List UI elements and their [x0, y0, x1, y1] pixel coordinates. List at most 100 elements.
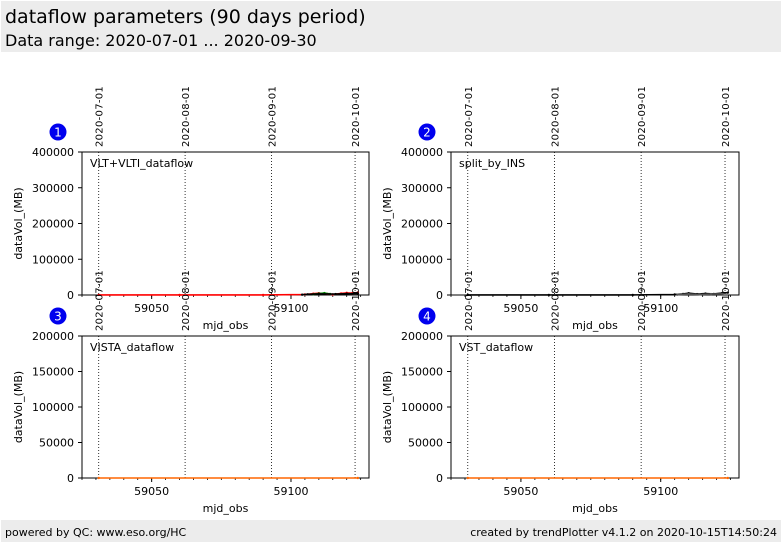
data-point [726, 291, 730, 294]
x-tick-label: 59050 [503, 302, 538, 315]
data-point [300, 293, 304, 296]
panel-label: VLT+VLTI_dataflow [90, 157, 193, 170]
data-point [676, 293, 679, 296]
date-marker-label: 2020-08-01 [550, 270, 561, 331]
panel-1: 2020-07-01 2020-08-01 2020-09-01 2020-10-01… [12, 86, 370, 332]
x-axis-label: mjd_obs [203, 319, 249, 332]
data-point [466, 476, 469, 480]
date-marker-label: 2020-10-01 [351, 86, 362, 147]
panel-number-text: 3 [54, 310, 62, 324]
data-point [97, 293, 100, 297]
date-marker-label: 2020-09-01 [637, 270, 648, 331]
date-marker-label: 2020-08-01 [181, 270, 192, 331]
x-tick-label: 59050 [134, 302, 169, 315]
x-tick-label: 59100 [273, 302, 308, 315]
data-point [726, 476, 730, 480]
panel-number-badge [418, 123, 436, 141]
data-point [721, 292, 724, 296]
plot-frame [81, 335, 370, 479]
y-tick-label: 400000 [32, 146, 74, 159]
y-tick-label: 50000 [39, 437, 74, 450]
data-point [356, 292, 360, 295]
x-axis-label: mjd_obs [203, 502, 249, 515]
data-point [356, 476, 360, 480]
y-tick-label: 400000 [401, 146, 443, 159]
panel-label: split_by_INS [459, 157, 525, 170]
x-axis-label: mjd_obs [572, 319, 618, 332]
data-point [709, 292, 713, 296]
plot-frame [450, 335, 740, 479]
panel-3: 2020-07-01 2020-08-01 2020-09-01 2020-10-01… [12, 270, 370, 515]
y-axis-label: dataVol_(MB) [381, 371, 394, 443]
y-tick-label: 100000 [32, 253, 74, 266]
panel-number-text: 2 [423, 126, 431, 140]
y-tick-label: 200000 [32, 218, 74, 231]
footer-powered-by: powered by QC: www.eso.org/HC [5, 526, 187, 539]
y-axis-label: dataVol_(MB) [381, 187, 394, 259]
x-tick-label: 59100 [643, 485, 678, 498]
date-marker-label: 2020-07-01 [464, 270, 475, 331]
data-point [466, 293, 469, 297]
data-point [345, 292, 348, 295]
data-point [673, 293, 676, 296]
y-tick-label: 50000 [408, 437, 443, 450]
y-axis-label: dataVol_(MB) [12, 371, 25, 443]
data-point [631, 293, 634, 297]
panel-number-text: 4 [423, 310, 431, 324]
y-tick-label: 100000 [401, 253, 443, 266]
y-tick-label: 200000 [32, 330, 74, 343]
date-marker-label: 2020-07-01 [95, 86, 106, 147]
y-tick-label: 0 [67, 289, 74, 302]
x-axis-label: mjd_obs [572, 502, 618, 515]
data-point [97, 476, 100, 480]
y-tick-label: 150000 [401, 366, 443, 379]
date-marker-label: 2020-07-01 [464, 86, 475, 147]
y-tick-label: 0 [67, 472, 74, 485]
x-tick-label: 59050 [134, 485, 169, 498]
y-tick-label: 0 [436, 289, 443, 302]
panel-2: 2020-07-01 2020-08-01 2020-09-01 2020-10-01… [381, 86, 740, 332]
data-point [317, 292, 321, 296]
date-marker-label: 2020-09-01 [637, 86, 648, 147]
date-marker-label: 2020-09-01 [267, 86, 278, 147]
x-tick-label: 59100 [273, 485, 308, 498]
panel-number-badge [418, 307, 436, 325]
y-tick-label: 150000 [32, 366, 74, 379]
panel-number-text: 1 [54, 126, 62, 140]
date-marker-label: 2020-10-01 [721, 86, 732, 147]
panel-label: VISTA_dataflow [90, 341, 174, 354]
y-tick-label: 200000 [401, 218, 443, 231]
y-tick-label: 100000 [32, 401, 74, 414]
plot-frame [450, 151, 740, 296]
date-marker-label: 2020-10-01 [351, 270, 362, 331]
report-header: dataflow parameters (90 days period) Dat… [1, 1, 781, 52]
panel-number-badge [49, 307, 67, 325]
x-tick-label: 59050 [503, 485, 538, 498]
data-point [687, 292, 690, 296]
panel-number-badge [49, 123, 67, 141]
y-axis-label: dataVol_(MB) [12, 187, 25, 259]
panel-label: VST_dataflow [459, 341, 533, 354]
date-marker-label: 2020-08-01 [550, 86, 561, 147]
panel-4: 2020-07-01 2020-08-01 2020-09-01 2020-10-01… [381, 270, 740, 515]
plots-canvas: 2020-07-01 2020-08-01 2020-09-01 2020-10-01… [12, 86, 740, 515]
date-marker-label: 2020-09-01 [267, 270, 278, 331]
data-point [547, 293, 551, 297]
y-tick-label: 300000 [32, 182, 74, 195]
plot-frame [81, 151, 370, 296]
data-point [334, 292, 337, 296]
report-title: dataflow parameters (90 days period) [5, 6, 366, 28]
report-subtitle: Data range: 2020-07-01 ... 2020-09-30 [5, 31, 317, 50]
x-tick-label: 59100 [643, 302, 678, 315]
date-marker-label: 2020-08-01 [181, 86, 192, 147]
y-tick-label: 100000 [401, 401, 443, 414]
date-marker-label: 2020-10-01 [721, 270, 732, 331]
data-point [178, 293, 181, 297]
y-tick-label: 300000 [401, 182, 443, 195]
y-tick-label: 0 [436, 472, 443, 485]
footer-created-by: created by trendPlotter v4.1.2 on 2020-1… [470, 526, 777, 539]
y-tick-label: 200000 [401, 330, 443, 343]
data-point [306, 293, 309, 296]
date-marker-label: 2020-07-01 [95, 270, 106, 331]
data-point [261, 293, 265, 297]
